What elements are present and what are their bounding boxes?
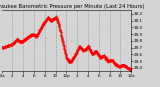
Title: Milwaukee Barometric Pressure per Minute (Last 24 Hours): Milwaukee Barometric Pressure per Minute… <box>0 4 144 9</box>
